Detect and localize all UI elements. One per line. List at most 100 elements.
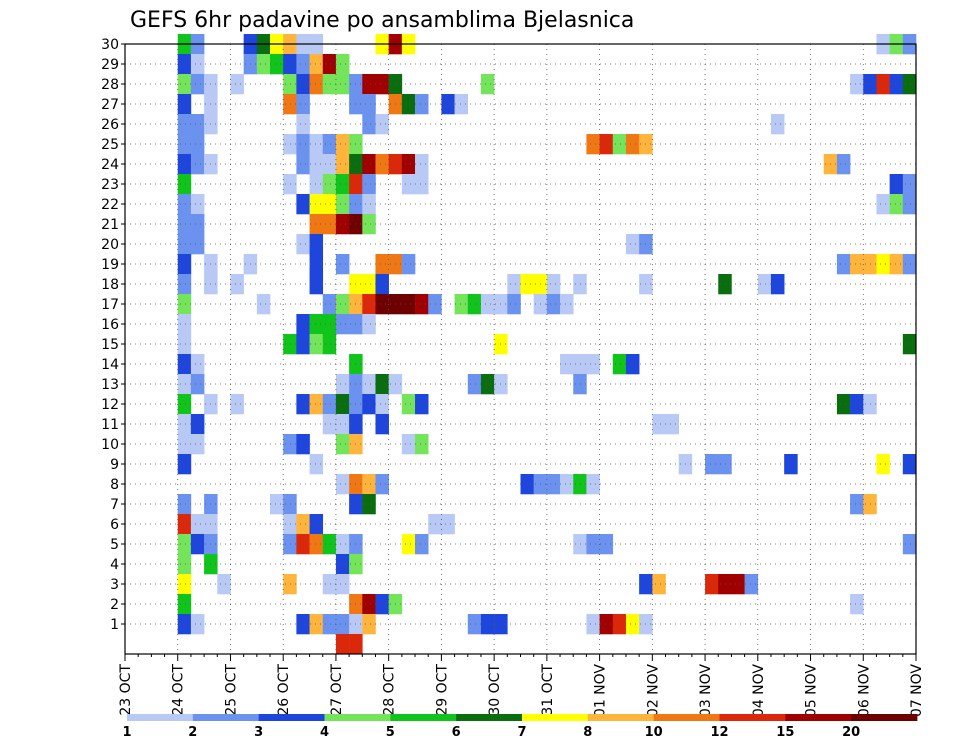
data-cell-member-26-step-4 [177, 114, 192, 135]
data-cell-member-19-step-54 [836, 254, 851, 275]
data-cell-member-24-step-21 [401, 154, 416, 175]
data-cell-member-5-step-12 [283, 534, 297, 555]
data-cell-member-9-step-4 [177, 454, 192, 475]
data-cell-member-26-step-19 [375, 114, 389, 135]
data-cell-member-19-step-21 [401, 254, 416, 275]
data-cell-member-18-step-18 [362, 274, 376, 295]
data-cell-member-6-step-12 [283, 514, 297, 535]
data-cell-member-27-step-13 [296, 94, 310, 115]
data-cell-member-17-step-4 [177, 294, 192, 315]
data-cell-member-3-step-16 [335, 574, 350, 595]
data-cell-member-18-step-8 [230, 274, 244, 295]
y-tick-label: 25 [101, 137, 119, 153]
data-cell-member-22-step-15 [322, 194, 337, 215]
y-tick-label: 22 [101, 197, 119, 213]
data-cell-member-25-step-35 [586, 134, 600, 155]
x-axis: 23 OCT 24 OCT 25 OCT 26 OCT 27 OCT 28 OCT 29 O… [118, 654, 925, 717]
data-cell-member-11-step-40 [652, 414, 666, 435]
x-tick-label: 26 OCT [276, 664, 292, 716]
data-cell-member-13-step-5 [190, 374, 205, 395]
y-tick-label: 30 [101, 37, 119, 53]
data-cell-member-20-step-13 [296, 234, 310, 255]
data-cell-member-25-step-15 [322, 134, 337, 155]
data-cell-member-5-step-36 [599, 534, 614, 555]
data-cell-member-8-step-32 [546, 474, 561, 495]
y-tick-label: 28 [101, 77, 119, 93]
data-cell-member-19-step-19 [375, 254, 389, 275]
data-cell-member-9-step-14 [309, 454, 324, 475]
data-cell-member-19-step-57 [876, 254, 890, 275]
y-tick-label: 17 [101, 297, 119, 313]
data-cell-member-13-step-19 [375, 374, 389, 395]
data-cell-member-12-step-18 [362, 394, 376, 415]
data-cell-member-28-step-13 [296, 74, 310, 95]
data-cell-member-18-step-49 [770, 274, 785, 295]
data-cell-member-15-step-4 [177, 334, 192, 355]
data-cell-member-21-step-15 [322, 214, 337, 235]
data-cell-member-6-step-4 [177, 514, 192, 535]
data-cell-member-16-step-14 [309, 314, 324, 335]
data-cell-member-11-step-19 [375, 414, 389, 435]
data-cell-member-4-step-4 [177, 554, 192, 575]
data-cell-member-27-step-25 [454, 94, 469, 115]
data-cell-member-28-step-19 [375, 74, 389, 95]
data-cell-member-29-step-10 [256, 54, 271, 75]
y-tick-label: 15 [101, 337, 119, 353]
data-cell-member-9-step-59 [902, 454, 917, 475]
data-cell-member-12-step-14 [309, 394, 324, 415]
data-cell-member-13-step-26 [467, 374, 482, 395]
data-cell-member-29-step-11 [270, 54, 284, 75]
data-cell-member-8-step-16 [335, 474, 350, 495]
colorbar-label: 8 [583, 725, 592, 740]
data-cell-member-26-step-5 [190, 114, 205, 135]
data-cell-member-5-step-5 [190, 534, 205, 555]
data-cell-member-5-step-21 [401, 534, 416, 555]
colorbar-label: 7 [517, 725, 526, 740]
data-cell-member-18-step-19 [375, 274, 389, 295]
data-cell-member-6-step-13 [296, 514, 310, 535]
data-cell-member-6-step-24 [441, 514, 455, 535]
data-cell-member-17-step-10 [256, 294, 271, 315]
data-cell-member-21-step-14 [309, 214, 324, 235]
data-cell-member-1-step-4 [177, 614, 192, 635]
data-cell-member-9-step-57 [876, 454, 890, 475]
data-cell-member-13-step-34 [573, 374, 587, 395]
x-tick-label: 28 OCT [382, 664, 398, 716]
data-cell-member-12-step-19 [375, 394, 389, 415]
y-tick-label: 13 [101, 377, 119, 393]
data-cell-member-13-step-16 [335, 374, 350, 395]
data-cell-member-1-step-16 [335, 614, 350, 635]
data-cell-member-0-step-17 [349, 634, 363, 655]
data-cell-member-1-step-14 [309, 614, 324, 635]
data-cell-member-23-step-15 [322, 174, 337, 195]
data-cell-member-17-step-32 [546, 294, 561, 315]
colorbar-label: 1 [122, 725, 131, 740]
data-cell-member-27-step-4 [177, 94, 192, 115]
data-cell-member-12-step-21 [401, 394, 416, 415]
colorbar-swatch [390, 714, 457, 721]
data-cell-member-11-step-5 [190, 414, 205, 435]
colorbar-swatch [127, 714, 194, 721]
data-cell-member-6-step-5 [190, 514, 205, 535]
data-cell-member-11-step-15 [322, 414, 337, 435]
data-cell-member-3-step-45 [718, 574, 732, 595]
data-cell-member-23-step-12 [283, 174, 297, 195]
data-cell-member-13-step-18 [362, 374, 376, 395]
data-cell-member-28-step-27 [480, 74, 495, 95]
data-cell-member-18-step-14 [309, 274, 324, 295]
data-cell-member-12-step-13 [296, 394, 310, 415]
y-tick-label: 10 [101, 437, 119, 453]
data-cell-member-22-step-4 [177, 194, 192, 215]
data-cell-member-26-step-49 [770, 114, 785, 135]
data-cell-member-18-step-29 [507, 274, 521, 295]
colorbar-swatch [785, 714, 852, 721]
data-cell-member-28-step-8 [230, 74, 244, 95]
x-tick-label: 27 OCT [329, 664, 345, 716]
data-cell-member-7-step-12 [283, 494, 297, 515]
data-cell-member-24-step-13 [296, 154, 310, 175]
data-cell-member-20-step-14 [309, 234, 324, 255]
data-cell-member-25-step-38 [625, 134, 640, 155]
data-cell-member-27-step-21 [401, 94, 416, 115]
data-cell-member-28-step-59 [902, 74, 917, 95]
data-cell-member-1-step-15 [322, 614, 337, 635]
